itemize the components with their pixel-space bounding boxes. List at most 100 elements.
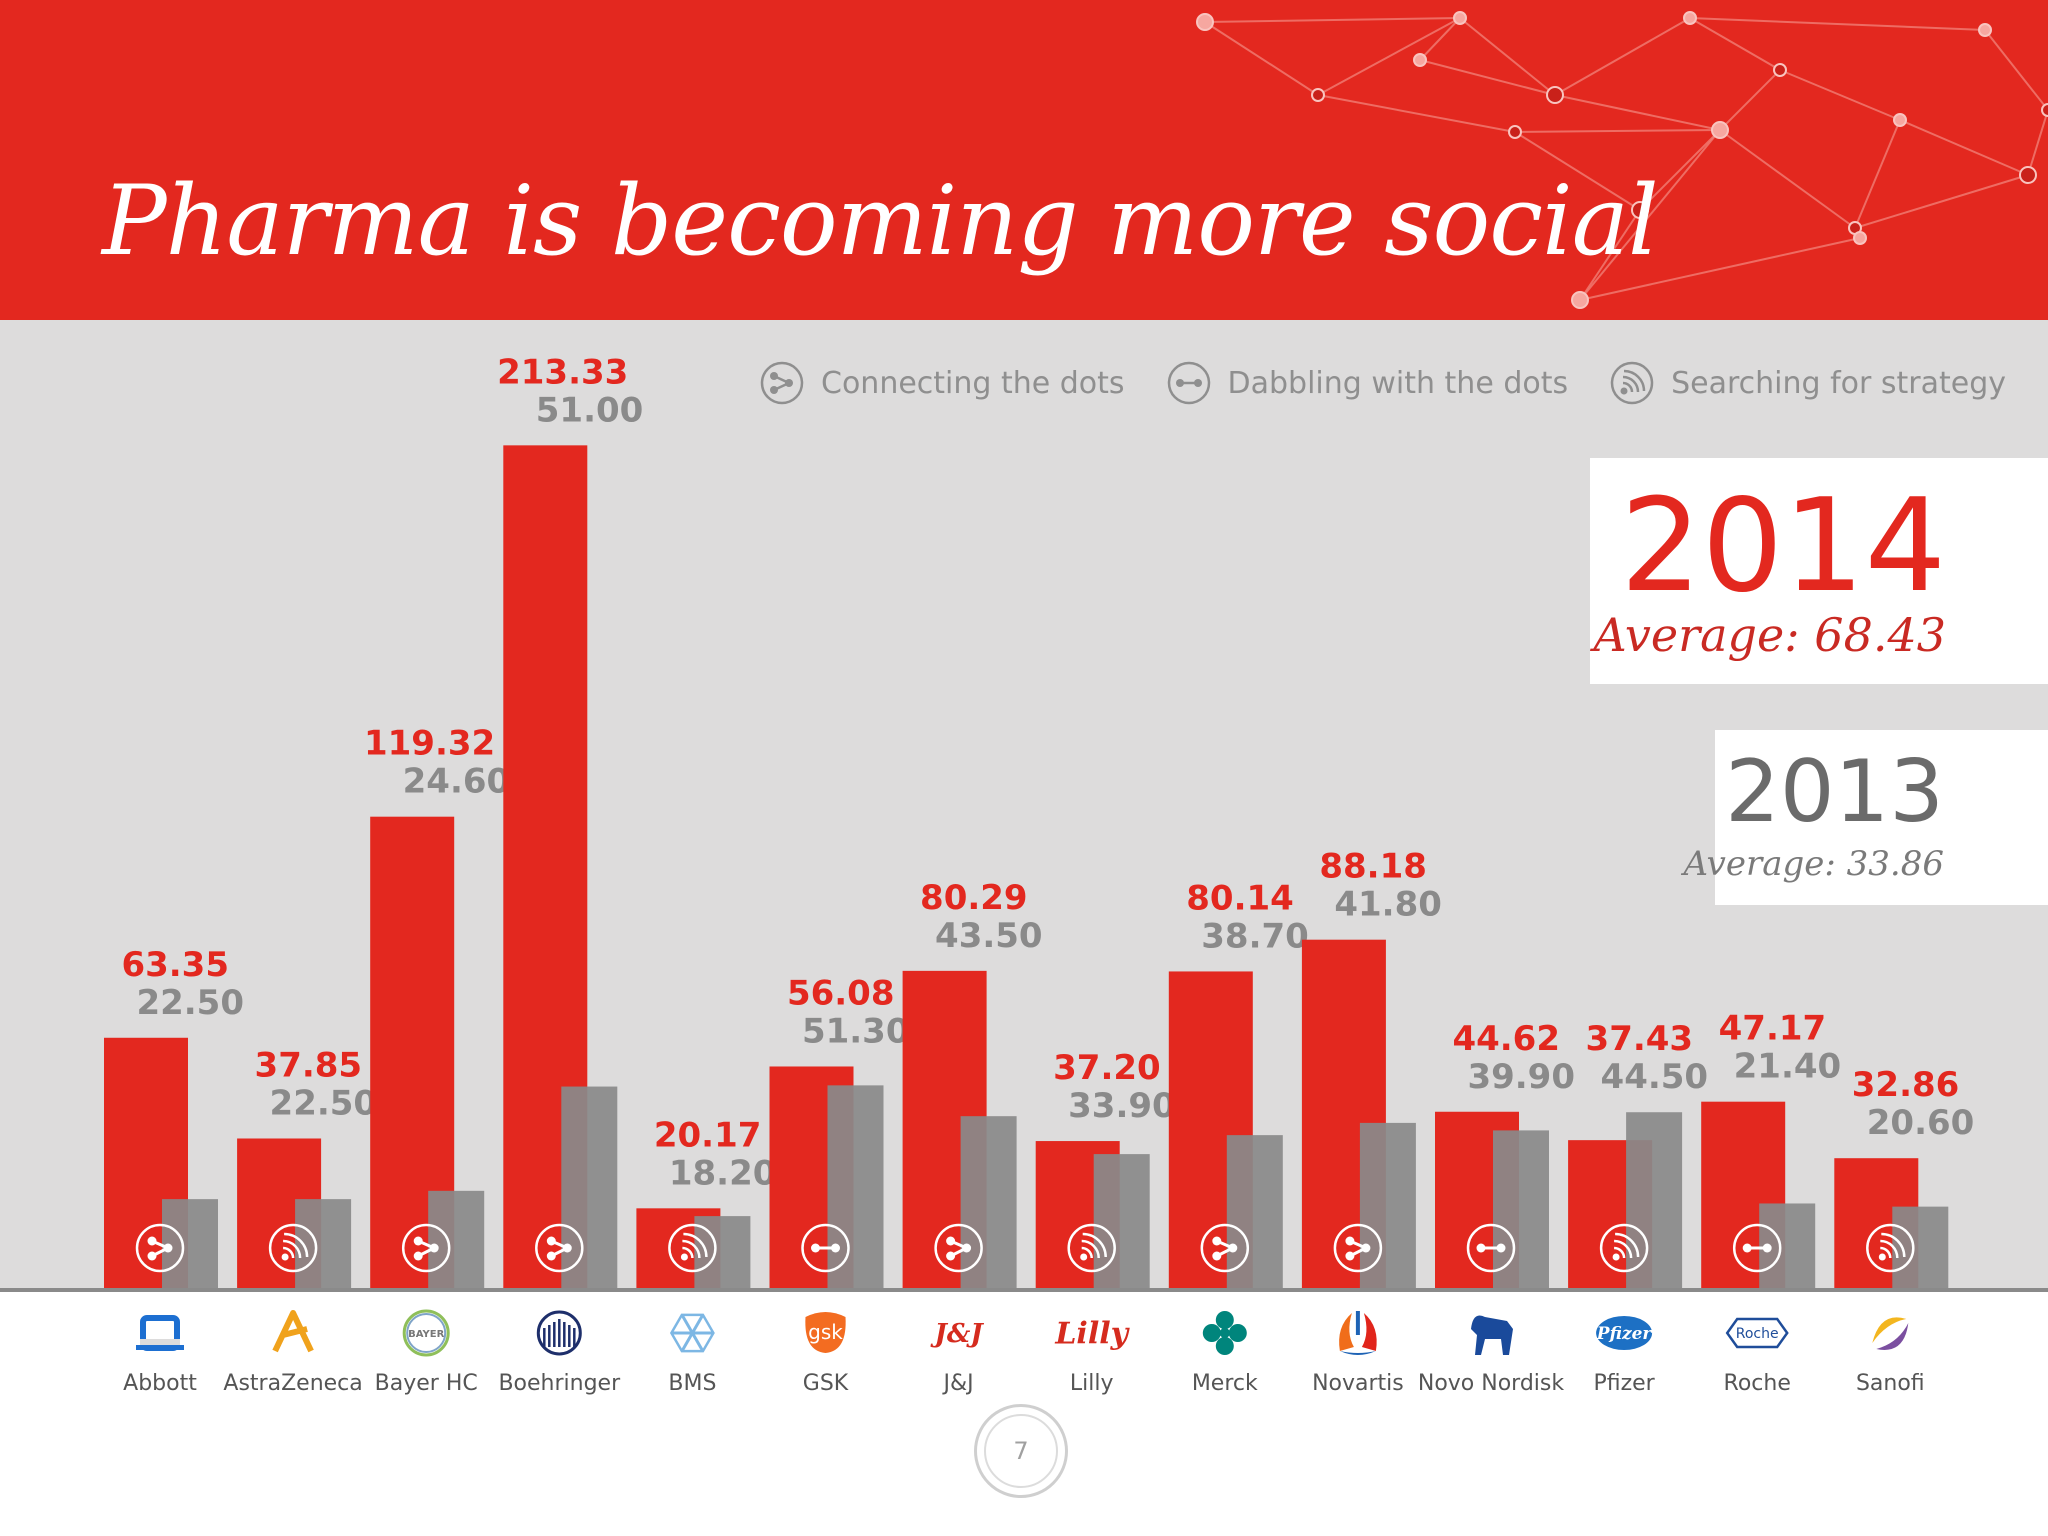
dabbling-icon bbox=[1466, 1223, 1516, 1273]
value-label-2013: 39.90 bbox=[1467, 1057, 1575, 1097]
network-node bbox=[1631, 201, 1649, 219]
svg-text:BAYER: BAYER bbox=[408, 1329, 444, 1340]
network-node bbox=[2041, 103, 2048, 117]
bar-2013 bbox=[428, 1190, 485, 1288]
bayer-logo: BAYER bbox=[402, 1309, 450, 1357]
value-label-2013: 51.30 bbox=[802, 1011, 910, 1051]
bar-2013 bbox=[1093, 1154, 1150, 1288]
bms-logo bbox=[669, 1313, 715, 1353]
network-node bbox=[1508, 125, 1522, 139]
year-2014: 2014 bbox=[1620, 472, 1946, 621]
bar-2013 bbox=[960, 1116, 1017, 1288]
page-number-badge: 7 bbox=[974, 1404, 1068, 1498]
value-label-2014: 80.14 bbox=[1186, 878, 1294, 918]
bar-2013 bbox=[827, 1085, 884, 1288]
svg-text:gsk: gsk bbox=[808, 1320, 843, 1344]
network-node bbox=[2019, 166, 2037, 184]
year-2013: 2013 bbox=[1725, 742, 1944, 842]
header-banner: Pharma is becoming more social bbox=[0, 0, 2048, 320]
page-number: 7 bbox=[984, 1414, 1058, 1488]
value-label-2014: 119.32 bbox=[364, 724, 495, 764]
network-decoration bbox=[1196, 11, 2048, 309]
value-label-2013: 18.20 bbox=[669, 1153, 777, 1193]
network-node bbox=[1571, 291, 1589, 309]
bar-2013 bbox=[1493, 1130, 1549, 1288]
bar-2013 bbox=[561, 1086, 618, 1288]
company-name: BMS bbox=[668, 1371, 716, 1396]
connecting-icon bbox=[1200, 1223, 1250, 1273]
searching-icon bbox=[668, 1223, 717, 1273]
value-label-2013: 41.80 bbox=[1334, 885, 1442, 925]
dabbling-icon bbox=[1167, 361, 1210, 405]
legend-label: Connecting the dots bbox=[821, 365, 1125, 401]
value-label-2013: 33.90 bbox=[1068, 1086, 1176, 1126]
company-name: Novo Nordisk bbox=[1418, 1371, 1565, 1396]
dabbling-icon bbox=[801, 1223, 850, 1273]
bar-2013 bbox=[1626, 1112, 1683, 1288]
value-label-2014: 80.29 bbox=[920, 878, 1028, 918]
company-name: Roche bbox=[1724, 1371, 1791, 1396]
svg-text:Pfizer: Pfizer bbox=[1596, 1324, 1653, 1344]
merck-logo bbox=[1202, 1311, 1247, 1355]
company-name: Boehringer bbox=[498, 1371, 621, 1396]
value-label-2014: 213.33 bbox=[497, 352, 628, 392]
roche-logo: Roche bbox=[1725, 1317, 1789, 1349]
svg-text:Lilly: Lilly bbox=[1054, 1317, 1130, 1352]
value-label-2014: 37.43 bbox=[1586, 1019, 1694, 1059]
bar-2013 bbox=[162, 1199, 218, 1288]
value-label-2014: 32.86 bbox=[1852, 1065, 1960, 1105]
legend-item-searching: Searching for strategy bbox=[1610, 361, 2006, 405]
value-label-2014: 37.20 bbox=[1053, 1048, 1161, 1088]
gsk-logo: gsk bbox=[805, 1312, 846, 1353]
company-name: Pfizer bbox=[1593, 1371, 1655, 1396]
searching-icon bbox=[1866, 1223, 1915, 1273]
connecting-icon bbox=[535, 1223, 584, 1273]
page-title: Pharma is becoming more social bbox=[102, 165, 1659, 277]
jnj-logo: J&J bbox=[930, 1319, 985, 1349]
value-label-2013: 21.40 bbox=[1734, 1047, 1842, 1087]
sanofi-logo bbox=[1872, 1317, 1909, 1350]
bar-2013 bbox=[295, 1199, 352, 1288]
network-node bbox=[1311, 88, 1325, 102]
connecting-icon bbox=[1333, 1223, 1383, 1273]
svg-text:J&J: J&J bbox=[930, 1319, 985, 1349]
network-node bbox=[1773, 63, 1787, 77]
abbott-logo bbox=[136, 1315, 184, 1351]
network-node bbox=[1978, 23, 1992, 37]
value-label-2014: 20.17 bbox=[654, 1115, 762, 1155]
value-label-2013: 43.50 bbox=[935, 916, 1043, 956]
average-2014: Average: 68.43 bbox=[1593, 608, 1946, 662]
network-node bbox=[1546, 86, 1564, 104]
value-label-2014: 37.85 bbox=[255, 1045, 363, 1085]
searching-icon bbox=[1610, 361, 1654, 405]
value-label-2014: 88.18 bbox=[1319, 847, 1427, 887]
legend-item-dabbling: Dabbling with the dots bbox=[1167, 361, 1568, 405]
value-label-2013: 38.70 bbox=[1201, 916, 1309, 956]
legend-item-connecting: Connecting the dots bbox=[760, 361, 1125, 405]
value-label-2014: 63.35 bbox=[121, 945, 229, 985]
network-node bbox=[1413, 53, 1427, 67]
company-name: Sanofi bbox=[1856, 1371, 1925, 1396]
astrazeneca-logo bbox=[272, 1310, 314, 1353]
company-name: Novartis bbox=[1312, 1371, 1404, 1396]
svg-text:Roche: Roche bbox=[1736, 1326, 1779, 1342]
connecting-icon bbox=[401, 1223, 451, 1273]
network-node bbox=[1711, 121, 1729, 139]
value-label-2013: 20.60 bbox=[1867, 1103, 1975, 1143]
value-label-2013: 22.50 bbox=[270, 1083, 378, 1123]
connecting-icon bbox=[135, 1223, 185, 1273]
network-node bbox=[1853, 231, 1867, 245]
novartis-logo bbox=[1339, 1311, 1377, 1355]
company-name: J&J bbox=[942, 1371, 974, 1396]
value-label-2013: 24.60 bbox=[403, 762, 511, 802]
dabbling-icon bbox=[1732, 1223, 1782, 1273]
searching-icon bbox=[268, 1223, 318, 1273]
network-node bbox=[1893, 113, 1907, 127]
novo-nordisk-logo bbox=[1471, 1315, 1513, 1355]
boehringer-logo bbox=[536, 1310, 582, 1356]
value-label-2014: 47.17 bbox=[1719, 1009, 1827, 1049]
company-name: GSK bbox=[803, 1371, 849, 1396]
company-name: Bayer HC bbox=[375, 1371, 478, 1396]
company-name: Abbott bbox=[123, 1371, 197, 1396]
